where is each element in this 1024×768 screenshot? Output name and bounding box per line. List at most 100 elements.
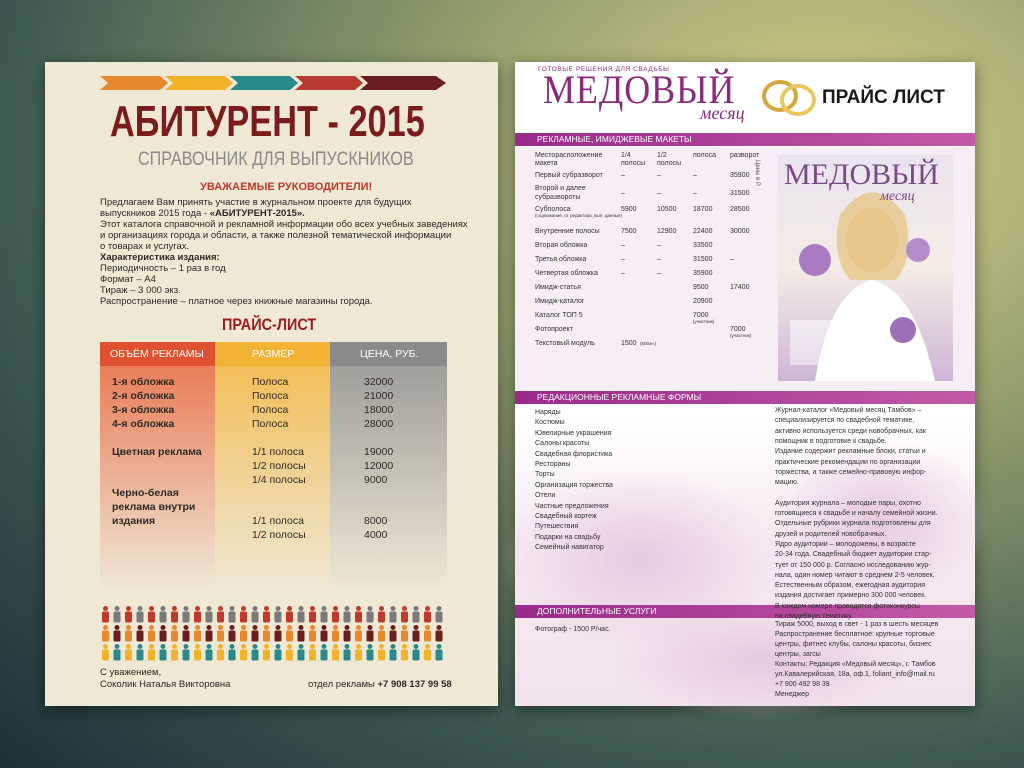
price-cell: – [621, 270, 625, 277]
header-cell [100, 342, 215, 366]
person-body [412, 649, 420, 661]
ad-volume: Черно-белая [112, 487, 179, 499]
person-body [309, 630, 316, 642]
arrow [165, 76, 233, 90]
person-head [160, 644, 166, 649]
person-body [378, 630, 385, 642]
person-body [159, 649, 167, 661]
person-body [274, 630, 282, 642]
person-head [206, 625, 212, 630]
price-cell: 17400 [730, 284, 750, 291]
price-cell: – [621, 189, 625, 197]
person-head [160, 625, 166, 630]
person-head [114, 606, 120, 611]
person-head [126, 644, 131, 649]
person-head [149, 606, 154, 611]
row-label: Третья обложка [535, 256, 587, 263]
arrow [230, 76, 298, 90]
form-item: Подарки на свадьбу [535, 533, 601, 541]
person-head [229, 625, 235, 630]
brand-script: месяц [700, 103, 745, 123]
person-body [332, 649, 339, 661]
arrows [100, 76, 446, 90]
cover-script: месяц [880, 189, 915, 204]
section-bar [515, 391, 975, 404]
description-line: торжества, а также семейно-правовую инфо… [775, 468, 927, 476]
person-head [183, 606, 189, 611]
person-body [182, 630, 190, 642]
person-body [343, 630, 351, 642]
form-item: Торты [535, 471, 555, 479]
person-body [217, 611, 224, 623]
price-cell: 1500 [621, 340, 637, 347]
row-label: Внутренние полосы [535, 228, 600, 235]
person-body [136, 649, 144, 661]
person-body [194, 649, 201, 661]
person-body [378, 611, 385, 623]
person-head [103, 625, 108, 630]
person-body [355, 649, 362, 661]
column-header: разворот [730, 152, 760, 159]
form-item: Ювелирные украшения [535, 429, 612, 437]
price-cell: 10500 [657, 206, 677, 213]
person-body [182, 649, 190, 661]
price-cell: 35900 [730, 172, 750, 179]
ad-size: 1/2 полосы [252, 529, 306, 541]
ad-price: 28000 [364, 418, 394, 430]
person-body [171, 630, 178, 642]
person-head [344, 625, 350, 630]
person-body [194, 611, 201, 623]
brand: МЕДОВЫЙ [543, 67, 736, 112]
person-body [217, 630, 224, 642]
description-line: практические рекомендации по организации [775, 458, 921, 466]
person-body [343, 611, 351, 623]
person-head [160, 606, 166, 611]
person-body [148, 649, 155, 661]
row-label: Имидж-статья [535, 284, 581, 291]
ad-size: Полоса [252, 418, 289, 430]
rings [762, 80, 816, 116]
description-line: Отдельные рубрики журнала подготовлены д… [775, 520, 931, 528]
price-cell: 20900 [693, 298, 713, 305]
person-body [297, 649, 305, 661]
price-cell: 28500 [730, 206, 750, 213]
column-fill [215, 366, 330, 591]
tagline: ГОТОВЫЕ РЕШЕНИЯ ДЛЯ СВАДЬБЫ [538, 66, 670, 73]
person-body [159, 611, 167, 623]
person-head [183, 644, 189, 649]
row-note: (содержание, от редактора, вып. данные) [535, 213, 623, 218]
form-item: Рестораны [535, 461, 571, 468]
price-cell: – [621, 242, 625, 249]
person-head [218, 625, 223, 630]
row-label: Имидж-каталог [535, 298, 585, 305]
person-head [333, 644, 338, 649]
person-head [425, 606, 430, 611]
person-body [435, 611, 443, 623]
person-head [195, 625, 200, 630]
person-body [113, 630, 121, 642]
price-cell: 35900 [693, 270, 713, 277]
person-head [367, 644, 373, 649]
person-body [251, 611, 259, 623]
price-heading: ПРАЙС-ЛИСТ [222, 315, 317, 334]
description-line: Журнал-каталог «Медовый месяц Тамбов» – [775, 407, 922, 414]
person-head [114, 625, 120, 630]
cover-flower [890, 317, 916, 343]
row-label: Субполоса [535, 206, 571, 213]
person-head [310, 644, 315, 649]
person-head [356, 625, 361, 630]
ad-size: Полоса [252, 390, 289, 402]
contact-line: ул.Кавалерийская, 18а, оф.1, foliant_inf… [775, 671, 935, 678]
person-head [367, 606, 373, 611]
row-label: Четвертая обложка [535, 270, 598, 277]
description-line: издания достигает примерно 300 000 челов… [775, 592, 927, 600]
price-note: (участник) [730, 333, 752, 338]
price-cell: 22400 [693, 228, 713, 235]
person-head [183, 625, 189, 630]
person-body [240, 630, 247, 642]
person-head [252, 625, 258, 630]
heading: ПРАЙС ЛИСТ [822, 87, 945, 108]
person-body [125, 611, 132, 623]
person-head [241, 625, 246, 630]
